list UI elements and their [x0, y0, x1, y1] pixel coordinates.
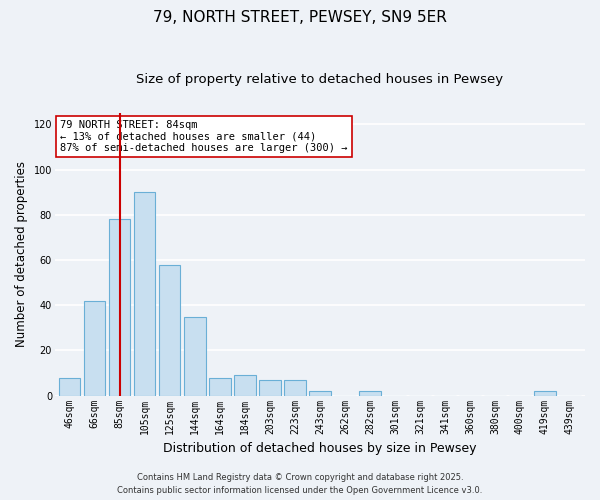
Bar: [234, 376, 256, 396]
Bar: [309, 391, 331, 396]
Y-axis label: Number of detached properties: Number of detached properties: [15, 162, 28, 348]
Text: 79, NORTH STREET, PEWSEY, SN9 5ER: 79, NORTH STREET, PEWSEY, SN9 5ER: [153, 10, 447, 25]
Bar: [284, 380, 305, 396]
Title: Size of property relative to detached houses in Pewsey: Size of property relative to detached ho…: [136, 72, 503, 86]
Bar: [134, 192, 155, 396]
Bar: [359, 391, 380, 396]
Text: 79 NORTH STREET: 84sqm
← 13% of detached houses are smaller (44)
87% of semi-det: 79 NORTH STREET: 84sqm ← 13% of detached…: [60, 120, 347, 153]
X-axis label: Distribution of detached houses by size in Pewsey: Distribution of detached houses by size …: [163, 442, 476, 455]
Bar: [259, 380, 281, 396]
Text: Contains HM Land Registry data © Crown copyright and database right 2025.
Contai: Contains HM Land Registry data © Crown c…: [118, 474, 482, 495]
Bar: [159, 264, 181, 396]
Bar: [184, 316, 206, 396]
Bar: [209, 378, 230, 396]
Bar: [84, 300, 106, 396]
Bar: [59, 378, 80, 396]
Bar: [535, 391, 556, 396]
Bar: [109, 220, 130, 396]
